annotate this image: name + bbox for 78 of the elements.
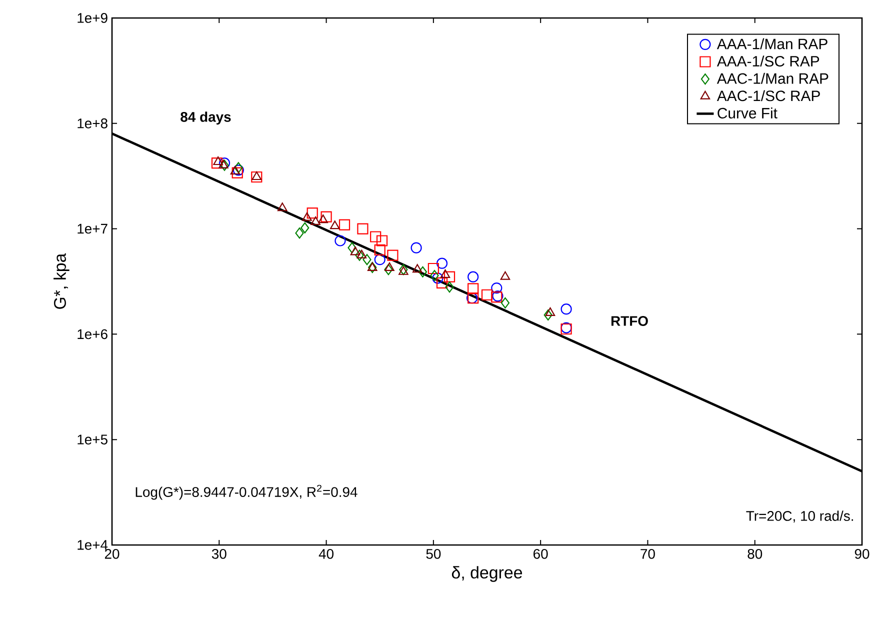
point	[348, 242, 356, 254]
point	[544, 309, 552, 321]
point	[232, 164, 244, 176]
point	[384, 264, 393, 276]
point	[560, 304, 572, 315]
point	[376, 235, 388, 246]
point	[410, 242, 422, 254]
point	[295, 228, 304, 239]
point	[355, 250, 364, 261]
y-tick-label: 1e+9	[78, 13, 108, 23]
point	[500, 271, 510, 280]
point	[374, 244, 386, 256]
legend-label: AAC-1/Man RAP	[716, 72, 828, 84]
point	[251, 171, 262, 183]
point	[412, 264, 422, 273]
point	[387, 250, 398, 261]
point	[428, 262, 439, 274]
point	[230, 166, 240, 174]
point	[330, 220, 340, 230]
point	[252, 171, 262, 180]
point	[234, 162, 243, 174]
point	[430, 270, 439, 282]
point	[436, 277, 448, 289]
y-tick-label: 1e+5	[78, 434, 108, 444]
point	[350, 246, 360, 256]
legend-label: AAA-1/SC RAP	[716, 56, 820, 67]
point	[367, 262, 378, 271]
point	[384, 262, 394, 271]
point	[468, 283, 479, 294]
x-tick-label: 40	[318, 548, 334, 559]
point	[481, 289, 493, 300]
x-tick-label: 60	[534, 548, 548, 559]
x-tick-label: 90	[854, 548, 870, 559]
x-tick-label: 50	[426, 548, 441, 559]
y-tick-label: 1e+7	[78, 224, 108, 234]
point	[310, 216, 320, 226]
point	[432, 272, 444, 284]
point	[545, 307, 556, 316]
point	[444, 271, 456, 282]
x-tick-label: 70	[640, 548, 655, 559]
x-tick-label: 30	[212, 548, 226, 559]
point	[370, 231, 382, 242]
annotation: RTFO	[611, 316, 648, 326]
x-axis-title: δ, degree	[452, 566, 522, 582]
point	[300, 222, 310, 234]
x-tick-label: 20	[104, 548, 120, 559]
y-tick-label: 1e+6	[78, 329, 108, 340]
legend-label: Curve Fit	[718, 108, 778, 118]
y-axis-title: G*, kpa	[54, 253, 70, 309]
point	[374, 254, 386, 266]
point	[418, 266, 428, 278]
point	[334, 235, 346, 246]
annotation: Log(G*)=8.9447-0.04719X, R$^{2}$=0.94	[136, 484, 358, 500]
point	[320, 211, 332, 222]
point	[318, 214, 328, 224]
point	[306, 208, 318, 219]
y-tick-label: 1e+8	[78, 118, 108, 128]
point	[491, 282, 502, 294]
point	[213, 156, 223, 166]
point	[232, 167, 243, 178]
legend-label: AAA-1/Man RAP	[716, 38, 828, 50]
y-tick-label: 1e+4	[78, 540, 108, 550]
point	[468, 271, 479, 282]
point	[356, 250, 367, 258]
point	[436, 258, 448, 269]
point	[440, 269, 450, 278]
annotation: 84 days	[180, 112, 231, 125]
point	[357, 223, 368, 234]
point	[277, 202, 288, 212]
x-tick-label: 80	[748, 548, 762, 559]
legend-label: AAC-1/SC RAP	[716, 90, 820, 102]
point	[500, 297, 510, 308]
point	[338, 219, 350, 230]
annotation: Tr=20C, 10 rad/s.	[746, 510, 853, 523]
point	[302, 212, 312, 221]
point	[362, 254, 372, 266]
point	[445, 282, 454, 293]
point	[211, 158, 223, 169]
